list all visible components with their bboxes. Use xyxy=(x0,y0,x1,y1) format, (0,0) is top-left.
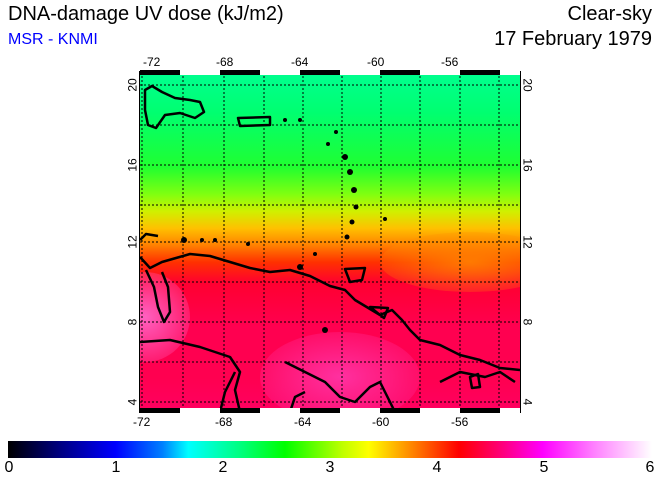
colorbar xyxy=(8,441,652,458)
lat-label-left: 20 xyxy=(125,78,140,92)
lat-label-right: 8 xyxy=(520,318,535,326)
lon-label-bottom: -72 xyxy=(133,415,151,429)
lon-label-bottom: -60 xyxy=(372,415,390,429)
colorbar-label: 2 xyxy=(218,459,228,476)
coastlines-and-grid xyxy=(140,72,520,412)
map-frame xyxy=(139,71,521,413)
graticule xyxy=(140,72,520,412)
lon-label-bottom: -64 xyxy=(294,415,312,429)
top-scale-bar xyxy=(140,70,520,75)
colorbar-label: 5 xyxy=(539,459,549,476)
small-islands xyxy=(181,118,387,333)
lat-label-left: 12 xyxy=(125,235,140,249)
lat-label-right: 20 xyxy=(520,78,535,92)
lat-label-right: 12 xyxy=(520,235,535,249)
colorbar-label: 3 xyxy=(325,459,335,476)
uv-field-map xyxy=(140,72,520,412)
lat-label-right: 16 xyxy=(520,158,535,172)
lat-label-right: 4 xyxy=(520,398,535,406)
lat-label-left: 4 xyxy=(125,398,140,406)
lon-label-top: -68 xyxy=(216,55,234,69)
lon-label-top: -56 xyxy=(441,55,459,69)
colorbar-label: 4 xyxy=(432,459,442,476)
lon-label-top: -72 xyxy=(143,55,161,69)
colorbar-label: 6 xyxy=(645,459,655,476)
lon-label-bottom: -56 xyxy=(451,415,469,429)
colorbar-label: 1 xyxy=(111,459,121,476)
source-label: MSR - KNMI xyxy=(8,31,98,48)
coastlines xyxy=(140,84,520,412)
colorbar-label: 0 xyxy=(4,459,14,476)
date-label: 17 February 1979 xyxy=(494,28,652,50)
lon-label-top: -60 xyxy=(367,55,385,69)
lat-label-left: 8 xyxy=(125,318,140,326)
lat-label-left: 16 xyxy=(125,158,140,172)
condition-label: Clear-sky xyxy=(567,3,652,25)
bottom-scale-bar xyxy=(140,408,520,413)
lon-label-top: -64 xyxy=(291,55,309,69)
figure-title: DNA-damage UV dose (kJ/m2) xyxy=(8,3,284,25)
lon-label-bottom: -68 xyxy=(215,415,233,429)
